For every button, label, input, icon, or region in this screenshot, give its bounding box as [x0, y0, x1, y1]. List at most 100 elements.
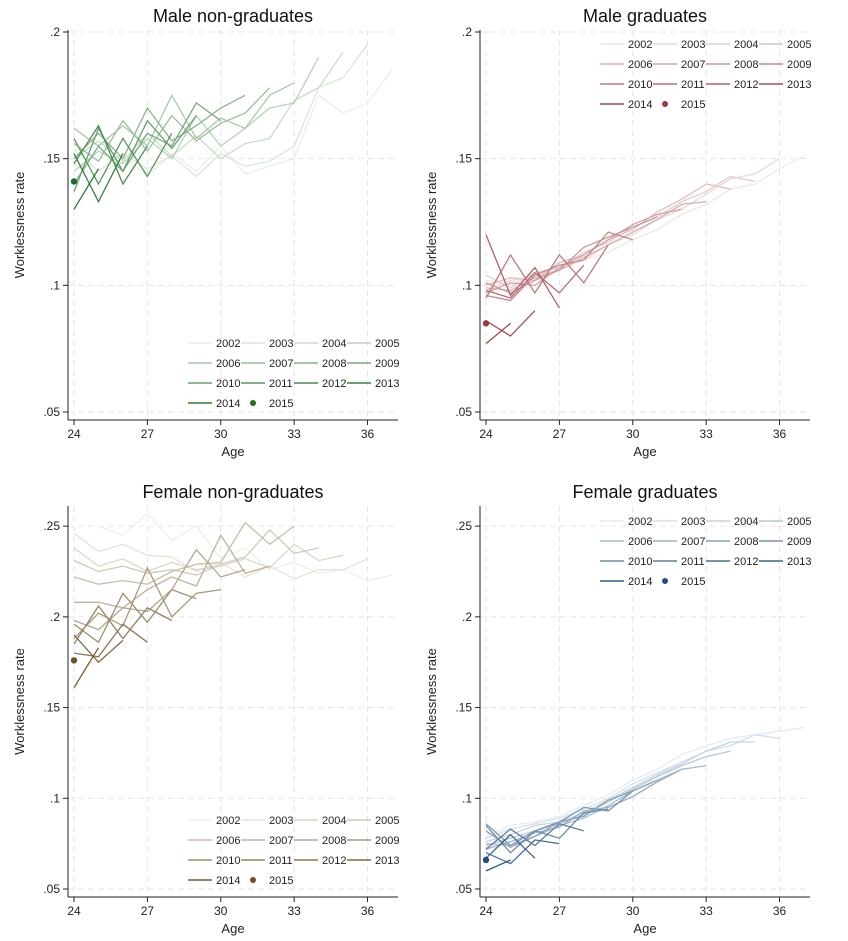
y-axis-label: Worklessness rate — [12, 172, 27, 279]
series-line-2008 — [73, 548, 246, 631]
series-line-2004 — [73, 51, 344, 163]
legend-label-2011: 2011 — [681, 556, 705, 568]
legend-label-2009: 2009 — [787, 536, 811, 548]
legend: 2002 2003 2004 2005 2006 2007 2008 2009 2010 2011… — [600, 516, 811, 588]
legend-label-2015: 2015 — [681, 576, 705, 588]
legend-label-2005: 2005 — [787, 39, 811, 51]
legend-label-2009: 2009 — [787, 59, 811, 71]
x-tick-label: 36 — [773, 427, 787, 441]
y-axis-label: Worklessness rate — [424, 172, 439, 279]
chart-panel-1: Male non-graduates 24 27 30 33 36 .05 .1 .15 .2 Ag… — [12, 6, 399, 459]
x-tick-label: 24 — [67, 904, 81, 918]
x-tick-label: 33 — [287, 427, 301, 441]
x-tick-label: 36 — [361, 904, 375, 918]
y-tick-label: .15 — [43, 701, 60, 715]
x-tick-label: 30 — [214, 427, 228, 441]
series-line-2008 — [485, 216, 658, 294]
series-line-2011 — [73, 132, 173, 186]
legend-label-2013: 2013 — [375, 378, 399, 390]
series-point-2015 — [70, 657, 78, 664]
legend-label-2008: 2008 — [322, 358, 346, 370]
series-line-2007 — [74, 533, 270, 609]
legend-label-2008: 2008 — [734, 536, 758, 548]
x-tick-label: 33 — [699, 427, 713, 441]
legend-label-2011: 2011 — [681, 79, 705, 91]
legend-label-2010: 2010 — [216, 855, 240, 867]
x-tick-label: 36 — [361, 427, 375, 441]
series-line-2006 — [73, 82, 295, 148]
series-line-2007 — [485, 208, 682, 294]
legend: 2002 2003 2004 2005 2006 2007 2008 2009 2010 2011… — [188, 815, 399, 887]
legend-label-2006: 2006 — [216, 358, 240, 370]
y-tick-label: .2 — [50, 25, 60, 39]
legend-label-2007: 2007 — [681, 536, 705, 548]
series-line-2012 — [485, 839, 560, 865]
legend-label-2015: 2015 — [269, 875, 293, 887]
y-tick-label: .25 — [43, 519, 60, 533]
x-tick-label: 27 — [141, 427, 155, 441]
x-tick-label: 27 — [553, 427, 567, 441]
legend-label-2007: 2007 — [269, 835, 293, 847]
y-axis-label: Worklessness rate — [12, 648, 27, 755]
legend-label-2013: 2013 — [375, 855, 399, 867]
legend-label-2012: 2012 — [322, 855, 346, 867]
legend-label-2003: 2003 — [681, 39, 705, 51]
y-axis-label: Worklessness rate — [424, 648, 439, 755]
y-tick-label: .15 — [455, 152, 472, 166]
series-line-2012 — [73, 124, 148, 186]
legend-label-2004: 2004 — [322, 815, 346, 827]
series-line-2013 — [73, 634, 124, 664]
y-tick-label: .05 — [455, 882, 472, 896]
series-line-2014 — [73, 647, 100, 688]
x-tick-label: 24 — [479, 427, 493, 441]
x-tick-label: 30 — [626, 904, 640, 918]
legend: 2002 2003 2004 2005 2006 2007 2008 2009 2010 2011… — [600, 39, 811, 111]
legend-marker-2015 — [662, 101, 668, 107]
x-tick-label: 33 — [287, 904, 301, 918]
series-point-2015 — [482, 856, 490, 864]
legend-marker-2015 — [250, 877, 256, 883]
x-tick-label: 27 — [141, 904, 155, 918]
legend-label-2014: 2014 — [628, 576, 652, 588]
y-tick-label: .15 — [43, 152, 60, 166]
series-line-2010 — [485, 244, 609, 299]
legend-label-2012: 2012 — [734, 79, 758, 91]
legend-label-2015: 2015 — [269, 398, 293, 410]
series-line-2005 — [485, 750, 731, 847]
legend-label-2010: 2010 — [216, 378, 240, 390]
legend-label-2002: 2002 — [216, 815, 240, 827]
legend-label-2014: 2014 — [628, 99, 652, 111]
legend-label-2014: 2014 — [216, 875, 240, 887]
series-line-2014 — [73, 168, 100, 210]
legend-label-2003: 2003 — [269, 815, 293, 827]
x-axis-label: Age — [633, 444, 656, 459]
legend-label-2010: 2010 — [628, 556, 652, 568]
y-tick-label: .1 — [462, 791, 472, 805]
legend-label-2005: 2005 — [375, 815, 399, 827]
y-tick-label: .05 — [43, 882, 60, 896]
x-tick-label: 33 — [699, 904, 713, 918]
series-line-2010 — [73, 588, 197, 644]
y-tick-label: .2 — [462, 25, 472, 39]
series-line-2010 — [73, 115, 197, 192]
legend-label-2006: 2006 — [628, 59, 652, 71]
legend-label-2014: 2014 — [216, 398, 240, 410]
series-line-2009 — [73, 566, 221, 640]
series-line-2014 — [485, 322, 511, 345]
series-line-2012 — [485, 234, 560, 309]
legend-label-2003: 2003 — [681, 516, 705, 528]
y-tick-label: .25 — [455, 519, 472, 533]
legend-label-2004: 2004 — [322, 338, 346, 350]
legend-label-2013: 2013 — [787, 556, 811, 568]
legend-label-2011: 2011 — [269, 855, 293, 867]
series-line-2003 — [485, 734, 780, 839]
legend-label-2005: 2005 — [375, 338, 399, 350]
legend-label-2006: 2006 — [216, 835, 240, 847]
legend-label-2012: 2012 — [322, 378, 346, 390]
series-line-2013 — [485, 310, 536, 337]
series-line-2007 — [73, 87, 271, 163]
series-line-2011 — [73, 604, 173, 645]
series-line-2013 — [485, 833, 536, 859]
x-axis-label: Age — [221, 921, 244, 936]
legend-label-2009: 2009 — [375, 835, 399, 847]
